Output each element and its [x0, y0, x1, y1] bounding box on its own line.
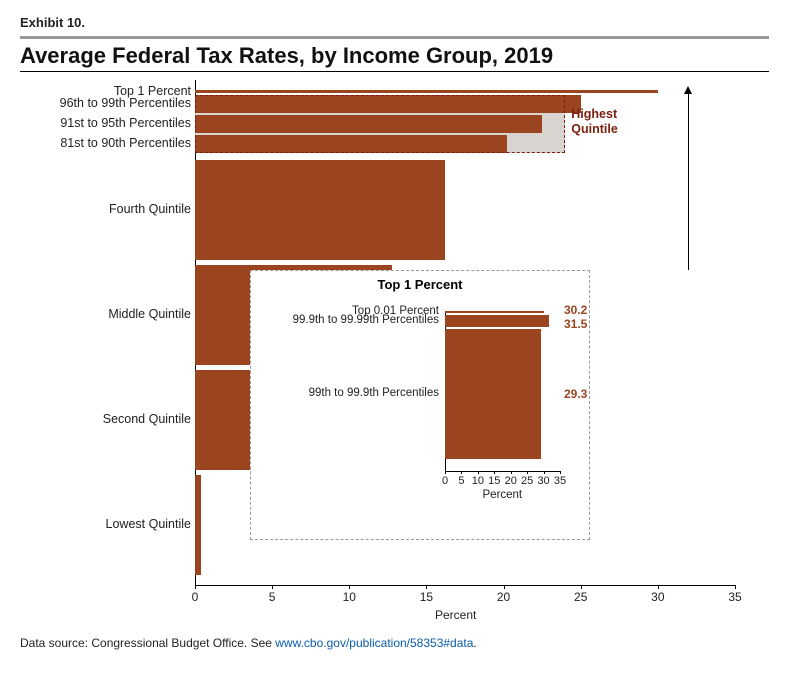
x-tick-mark	[735, 585, 736, 589]
x-tick-label: 10	[343, 590, 356, 604]
y-axis-label: Middle Quintile	[108, 307, 191, 321]
inset-x-tick-label: 0	[442, 475, 448, 487]
y-axis-label: Second Quintile	[103, 412, 191, 426]
x-axis-line	[195, 585, 735, 586]
inset-x-tick-label: 20	[505, 475, 517, 487]
inset-x-tick-mark	[511, 471, 512, 474]
data-source: Data source: Congressional Budget Office…	[20, 636, 769, 650]
inset-value-label: 29.3	[564, 387, 587, 401]
bar	[195, 475, 201, 575]
callout-arrow-line	[688, 92, 689, 270]
x-tick-label: 5	[269, 590, 276, 604]
inset-bar	[445, 311, 544, 313]
inset-title: Top 1 Percent	[251, 277, 589, 292]
title-rule-top	[20, 36, 769, 39]
inset-value-label: 31.5	[564, 317, 587, 331]
y-axis-label: 96th to 99th Percentiles	[60, 96, 191, 110]
inset-bar	[445, 329, 541, 459]
source-prefix: Data source: Congressional Budget Office…	[20, 636, 275, 650]
title-rule-bottom	[20, 71, 769, 72]
inset-y-label: 99th to 99.9th Percentiles	[309, 387, 439, 399]
x-tick-label: 30	[651, 590, 664, 604]
bar	[195, 135, 507, 153]
inset-x-tick-label: 5	[458, 475, 464, 487]
y-axis-label: 91st to 95th Percentiles	[60, 116, 191, 130]
highest-quintile-label: HighestQuintile	[571, 107, 618, 137]
inset-x-tick-mark	[560, 471, 561, 474]
callout-arrow-head-icon	[684, 86, 692, 94]
inset-x-tick-mark	[478, 471, 479, 474]
inset-x-tick-mark	[527, 471, 528, 474]
x-tick-label: 35	[728, 590, 741, 604]
bar	[195, 90, 658, 93]
inset-plot-area: Top 0.01 Percent30.299.9th to 99.99th Pe…	[445, 311, 560, 471]
x-tick-label: 0	[192, 590, 199, 604]
bar	[195, 95, 581, 113]
source-link[interactable]: www.cbo.gov/publication/58353#data	[275, 636, 473, 650]
inset-x-tick-label: 10	[472, 475, 484, 487]
inset-x-tick-mark	[445, 471, 446, 474]
inset-x-tick-label: 15	[488, 475, 500, 487]
chart-title: Average Federal Tax Rates, by Income Gro…	[20, 43, 769, 69]
inset-value-label: 30.2	[564, 303, 587, 317]
bar	[195, 160, 445, 260]
x-axis-label: Percent	[435, 608, 476, 622]
inset-x-tick-mark	[461, 471, 462, 474]
source-suffix: .	[473, 636, 476, 650]
x-tick-label: 20	[497, 590, 510, 604]
inset-y-label: 99.9th to 99.99th Percentiles	[293, 314, 439, 326]
inset-x-axis-label: Percent	[483, 489, 523, 501]
y-axis-label: Lowest Quintile	[106, 517, 191, 531]
bar	[195, 115, 542, 133]
main-chart: Percent Top 1 Percent Top 0.01 Percent30…	[20, 80, 769, 630]
y-axis-label: 81st to 90th Percentiles	[60, 136, 191, 150]
y-axis-label: Fourth Quintile	[109, 202, 191, 216]
inset-bar	[445, 315, 549, 327]
inset-x-tick-label: 30	[537, 475, 549, 487]
inset-x-tick-mark	[544, 471, 545, 474]
inset-x-tick-mark	[494, 471, 495, 474]
x-tick-label: 25	[574, 590, 587, 604]
inset-x-tick-label: 35	[554, 475, 566, 487]
x-tick-label: 15	[420, 590, 433, 604]
inset-x-tick-label: 25	[521, 475, 533, 487]
inset-chart: Top 1 Percent Top 0.01 Percent30.299.9th…	[250, 270, 590, 540]
exhibit-label: Exhibit 10.	[20, 15, 769, 30]
